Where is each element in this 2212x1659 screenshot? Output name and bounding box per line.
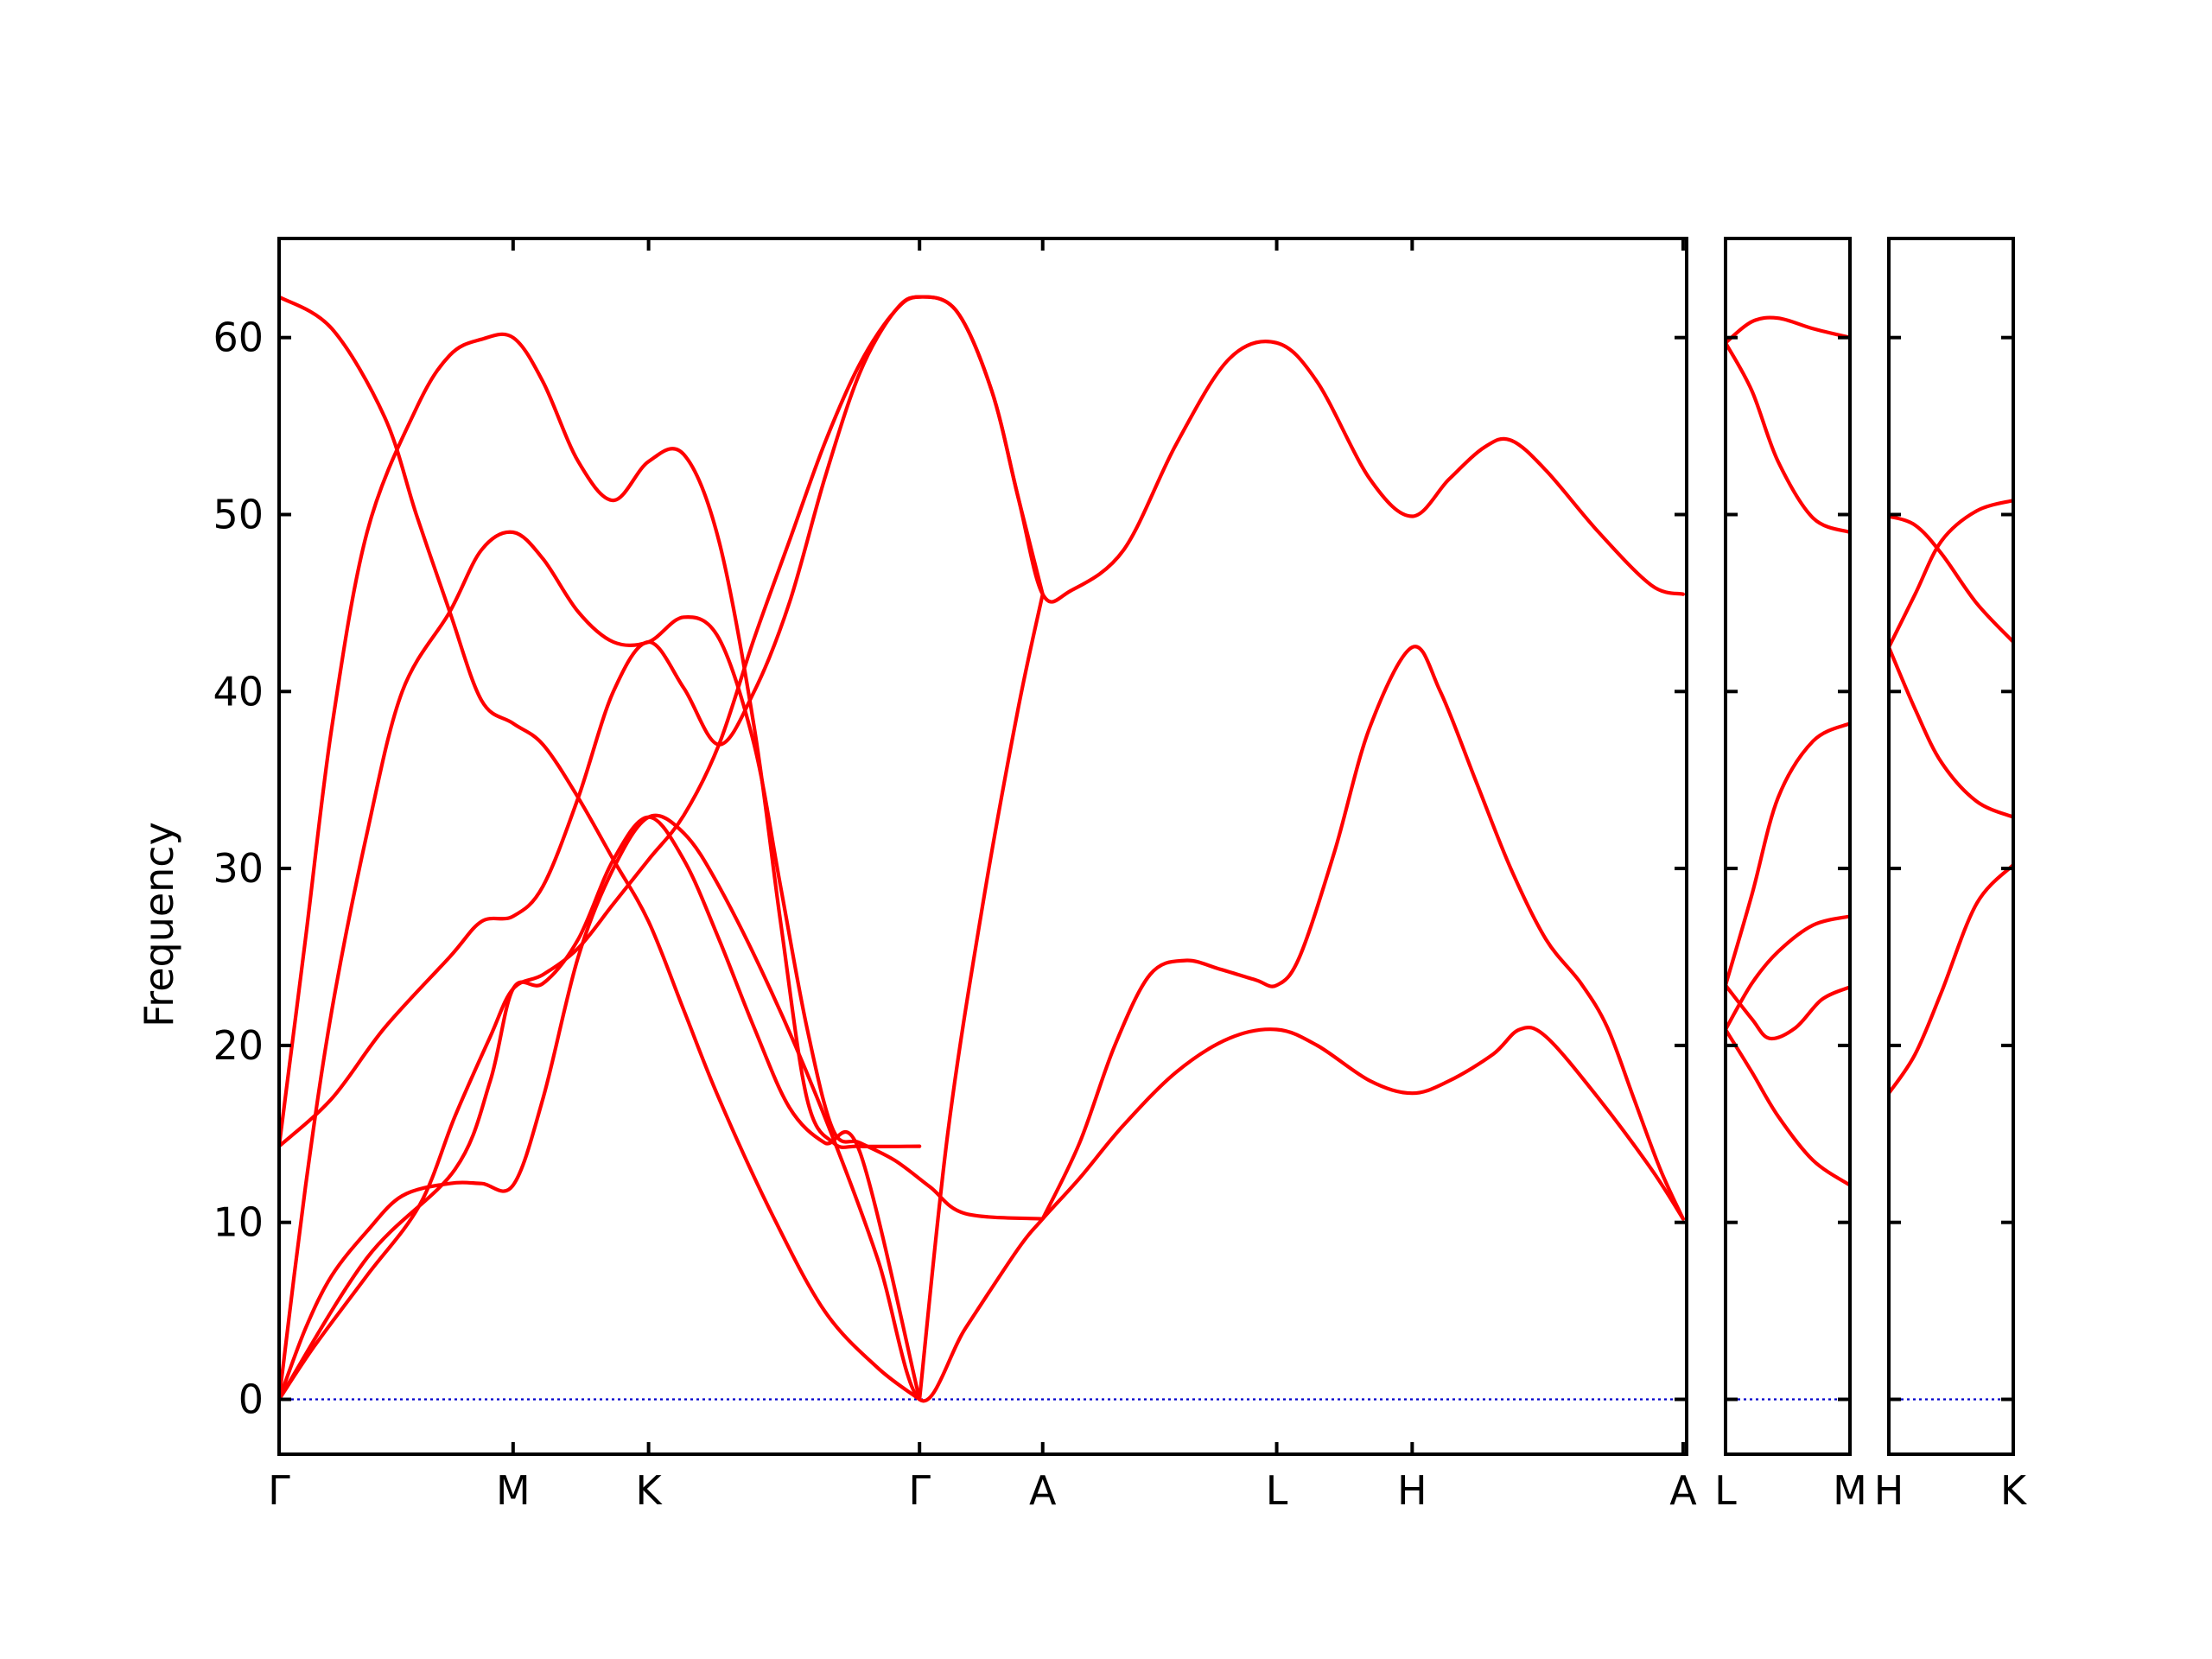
kpoint-label: L [1714,1467,1737,1514]
kpoint-label: H [1397,1467,1427,1514]
axes-frame [279,238,1687,1454]
axes-frame [1889,238,2013,1454]
kpoint-label: M [496,1467,531,1514]
bands [1889,500,2013,1093]
kpoint-label: H [1874,1467,1904,1514]
band-line-p3-3 [1889,647,2013,817]
axes-frame [1726,238,1850,1454]
band-line-p1-6 [279,297,1043,1400]
kpoint-label: A [1029,1467,1057,1514]
kpoint-label: A [1669,1467,1697,1514]
y-tick-label: 10 [213,1199,264,1246]
bands [279,297,1683,1402]
y-axis-label: Frequency [136,822,182,1027]
band-line-p2-2 [1726,343,1850,532]
band-line-p3-1 [1889,517,2013,643]
y-tick-label: 50 [213,491,264,537]
panel-p1: 0 10 20 30 40 50 60 Γ M K Γ A L H A [213,238,1697,1514]
band-line-p2-6 [1726,1030,1850,1185]
band-line-p1-2 [279,334,919,1147]
bands [1726,318,1850,1185]
y-tick-label: 40 [213,668,264,715]
y-tick-label: 30 [213,845,264,892]
band-line-p1-9 [1043,646,1683,1218]
band-line-p2-3 [1726,723,1850,985]
kpoint-label: M [1833,1467,1867,1514]
kpoint-label: Γ [908,1467,931,1514]
band-line-p2-1 [1726,318,1850,343]
kpoint-label: L [1266,1467,1288,1514]
band-line-p1-3 [279,532,1043,1400]
band-line-p1-4 [279,297,1683,1147]
kpoint-label: K [636,1467,664,1514]
y-tick-label: 20 [213,1022,264,1069]
y-tick-label: 60 [213,315,264,361]
band-line-p1-5 [279,816,1683,1402]
kpoint-label: Γ [268,1467,290,1514]
band-line-p2-5 [1726,916,1850,1029]
band-line-p3-4 [1889,865,2013,1093]
y-tick-label: 0 [238,1376,264,1423]
band-line-p1-1 [279,297,919,1400]
band-line-p1-8 [919,594,1043,1400]
kpoint-label: K [2000,1467,2028,1514]
